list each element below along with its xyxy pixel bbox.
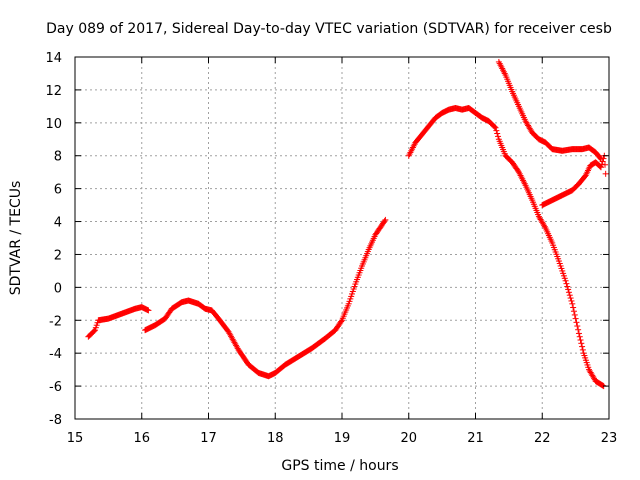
data-point (145, 307, 152, 314)
x-tick-label: 15 (67, 431, 84, 446)
data-point (575, 326, 582, 333)
y-tick-labels: -8 -6 -4 -2 0 2 4 6 8 10 12 14 (45, 51, 62, 428)
data-point (382, 216, 389, 223)
data-point (565, 286, 572, 293)
y-tick-label: -4 (49, 347, 62, 362)
x-tick-label: 18 (267, 431, 284, 446)
y-tick-label: 0 (54, 281, 62, 296)
x-tick-labels: 15 16 17 18 19 20 21 22 23 (67, 431, 618, 446)
y-tick-label: 2 (54, 248, 62, 263)
y-axis-label: SDTVAR / TECUs (8, 181, 24, 296)
data-point (568, 297, 575, 304)
data-point (562, 277, 569, 284)
data-point (91, 327, 98, 334)
data-point (574, 323, 581, 330)
data-point (579, 343, 586, 350)
data-point (578, 340, 585, 347)
data-point (381, 218, 388, 225)
data-point (577, 337, 584, 344)
y-tick-label: 10 (45, 117, 62, 132)
y-tick-label: -6 (49, 380, 62, 395)
data-point (493, 127, 500, 134)
data-point (601, 161, 608, 168)
y-tick-label: 12 (45, 84, 62, 99)
data-point (492, 124, 499, 131)
y-tick-label: -8 (49, 413, 62, 428)
data-point (597, 164, 604, 171)
y-tick-label: 14 (45, 51, 62, 66)
data-point (597, 155, 604, 162)
data-point (600, 155, 607, 162)
data-point (576, 333, 583, 340)
data-point (599, 158, 606, 165)
data-point (565, 289, 572, 296)
x-tick-label: 20 (400, 431, 417, 446)
data-point (495, 133, 502, 140)
x-tick-label: 16 (133, 431, 150, 446)
x-tick-label: 21 (467, 431, 484, 446)
data-point (566, 292, 573, 299)
y-tick-label: 4 (54, 216, 62, 231)
data-point (494, 130, 501, 137)
x-tick-label: 23 (601, 431, 618, 446)
data-point (491, 123, 498, 130)
y-tick-label: -2 (49, 314, 62, 329)
data-point (563, 280, 570, 287)
data-point (569, 300, 576, 307)
data-points (85, 58, 609, 390)
data-point (541, 223, 548, 230)
y-tick-label: 8 (54, 150, 62, 165)
x-tick-label: 19 (334, 431, 351, 446)
x-axis-label: GPS time / hours (281, 458, 398, 474)
y-tick-label: 6 (54, 183, 62, 198)
data-point (602, 170, 609, 177)
data-point (570, 304, 577, 311)
axis-ticks (74, 56, 610, 420)
data-point (338, 318, 345, 325)
x-tick-label: 22 (534, 431, 551, 446)
data-point (575, 330, 582, 337)
data-point (572, 315, 579, 322)
data-point (571, 311, 578, 318)
data-point (573, 319, 580, 326)
x-tick-label: 17 (200, 431, 217, 446)
data-point (579, 346, 586, 353)
grid (75, 57, 609, 419)
data-point (570, 308, 577, 315)
data-point (564, 283, 571, 290)
chart-title: Day 089 of 2017, Sidereal Day-to-day VTE… (46, 21, 612, 37)
data-point (567, 295, 574, 302)
